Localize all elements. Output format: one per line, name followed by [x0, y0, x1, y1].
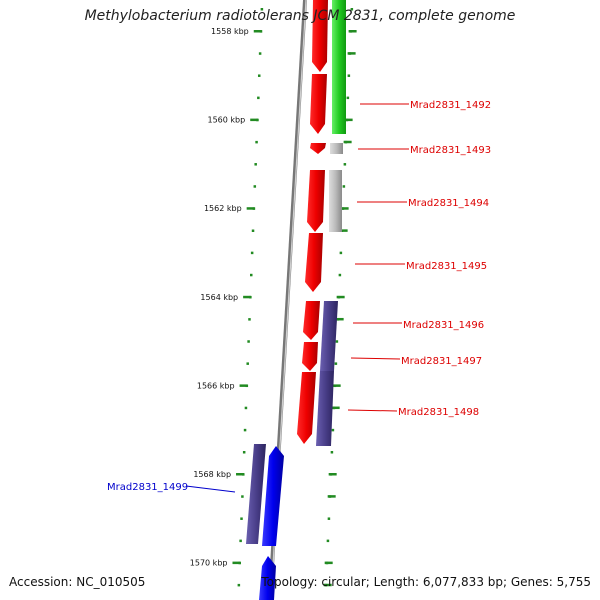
gene-arrow-1494[interactable]	[307, 170, 325, 232]
inner-ruler-tick	[247, 340, 250, 343]
gray-feature-2	[329, 170, 342, 232]
ruler-tick-label: 1568 kbp	[193, 470, 231, 479]
accession-text: Accession: NC_010505	[9, 575, 146, 589]
gene-label-1499[interactable]: Mrad2831_1499	[107, 482, 188, 493]
purple-feature-2	[316, 371, 334, 446]
outer-ruler	[323, 8, 357, 587]
outer-ruler-tick	[331, 428, 335, 432]
gene-arrow-1498[interactable]	[297, 372, 316, 444]
inner-ruler-tick	[240, 517, 243, 520]
outer-mid-tick	[335, 317, 344, 321]
inner-ruler-tick	[251, 229, 255, 232]
outer-ruler-tick	[346, 96, 350, 100]
inner-ruler-tick	[242, 451, 246, 454]
gene-arrow-1499[interactable]	[262, 446, 284, 546]
inner-ruler-tick	[241, 495, 244, 498]
ruler-major-tick	[239, 384, 248, 387]
inner-ruler-tick	[258, 52, 262, 55]
gene-arrow-1495[interactable]	[305, 233, 323, 292]
outer-ruler-tick	[327, 517, 331, 520]
leader-line-1497	[350, 357, 401, 360]
gene-label-1495[interactable]: Mrad2831_1495	[406, 261, 487, 272]
inner-ruler-tick	[257, 74, 261, 77]
outer-major-tick	[348, 30, 357, 33]
outer-ruler-tick	[334, 362, 338, 365]
ruler-tick-label: 1566 kbp	[197, 381, 235, 390]
outer-ruler-tick	[339, 251, 343, 255]
ruler-tick-label: 1562 kbp	[204, 204, 242, 213]
gene-arrow-1496[interactable]	[303, 301, 320, 340]
ruler-major-tick	[232, 561, 241, 565]
outer-mid-tick	[327, 495, 336, 498]
inner-ruler-tick	[253, 185, 257, 188]
outer-mid-tick	[323, 583, 332, 587]
outer-major-tick	[344, 118, 353, 122]
ruler-tick-label: 1558 kbp	[211, 27, 249, 36]
leader-line-1499	[185, 485, 236, 493]
outer-major-tick	[336, 295, 345, 299]
gene-arrow-1491[interactable]	[312, 0, 328, 72]
ruler-tick-label: 1560 kbp	[208, 116, 246, 125]
outer-mid-tick	[347, 52, 356, 55]
gene-arrow-1497[interactable]	[302, 342, 318, 371]
inner-ruler-tick	[255, 140, 258, 144]
gene-arrow-1500[interactable]	[259, 556, 276, 600]
inner-ruler	[232, 8, 264, 587]
gene-label-1497[interactable]: Mrad2831_1497	[401, 356, 482, 367]
gene-label-1494[interactable]: Mrad2831_1494	[408, 198, 489, 209]
ruler-major-tick	[243, 295, 252, 299]
outer-ruler-tick	[335, 340, 339, 343]
green-feature-1	[332, 0, 346, 134]
outer-major-tick	[332, 384, 341, 387]
outer-ruler-tick	[342, 185, 346, 188]
outer-ruler-tick	[338, 273, 342, 277]
gene-arrow-1492[interactable]	[310, 74, 327, 134]
gray-feature-1	[330, 143, 343, 154]
genome-title: Methylobacterium radiotolerans JCM 2831,…	[84, 8, 516, 24]
outer-major-tick	[324, 561, 333, 565]
gene-label-1492[interactable]: Mrad2831_1492	[410, 100, 491, 111]
outer-mid-tick	[339, 229, 348, 232]
outer-mid-tick	[343, 140, 352, 144]
inner-ruler-tick	[239, 539, 242, 543]
inner-ruler-tick	[257, 96, 260, 100]
inner-ruler-tick	[244, 406, 248, 410]
topology-text: Topology: circular; Length: 6,077,833 bp…	[261, 575, 591, 589]
inner-ruler-tick	[246, 362, 249, 365]
outer-mid-tick	[331, 406, 340, 410]
inner-ruler-tick	[237, 583, 241, 587]
outer-ruler-tick	[350, 8, 354, 11]
inner-ruler-tick	[248, 318, 251, 321]
gene-label-1498[interactable]: Mrad2831_1498	[398, 407, 479, 418]
outer-ruler-tick	[343, 163, 347, 166]
ruler-tick-label: 1564 kbp	[200, 293, 238, 302]
ruler-major-tick	[253, 30, 262, 33]
ruler-labels: 1558 kbp 1560 kbp 1562 kbp 1564 kbp 1566 kbp…	[190, 27, 249, 568]
inner-ruler-tick	[250, 251, 254, 255]
inner-ruler-tick	[250, 273, 253, 277]
inner-ruler-tick	[243, 428, 247, 432]
inner-ruler-tick	[254, 163, 257, 166]
outer-major-tick	[340, 207, 349, 210]
ruler-tick-label: 1570 kbp	[190, 559, 228, 568]
outer-ruler-tick	[347, 74, 351, 77]
outer-major-tick	[328, 473, 337, 476]
outer-ruler-tick	[326, 539, 330, 543]
ruler-major-tick	[250, 118, 259, 122]
outer-ruler-tick	[330, 451, 334, 454]
purple-feature-3	[246, 444, 266, 544]
gene-arrow-1493[interactable]	[310, 143, 326, 154]
leader-line-1498	[347, 409, 398, 412]
gene-label-1493[interactable]: Mrad2831_1493	[410, 145, 491, 156]
ruler-major-tick	[236, 473, 245, 476]
purple-feature-1	[320, 301, 338, 371]
gene-label-1496[interactable]: Mrad2831_1496	[403, 320, 484, 331]
inner-ruler-tick	[260, 8, 264, 11]
ruler-major-tick	[246, 207, 255, 210]
